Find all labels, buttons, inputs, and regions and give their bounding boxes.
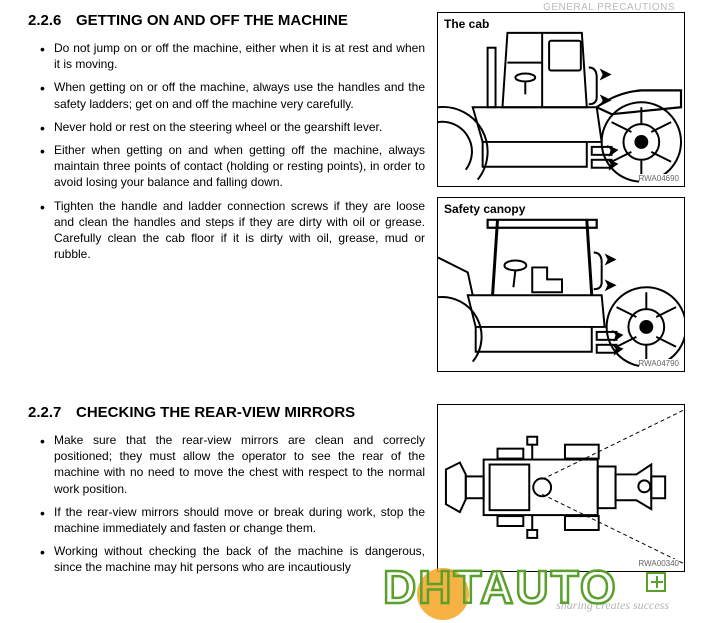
list-item: Tighten the handle and ladder connection… [40, 198, 425, 263]
section-text: 2.2.6 GETTING ON AND OFF THE MACHINE Do … [28, 12, 425, 382]
section-2-2-7: 2.2.7 CHECKING THE REAR-VIEW MIRRORS Mak… [28, 404, 685, 583]
figure-label: The cab [444, 17, 489, 31]
section-number: 2.2.7 [28, 404, 76, 422]
figure-column: The cab RWA04690 [437, 12, 685, 382]
bullet-list: Do not jump on or off the machine, eithe… [28, 40, 425, 262]
list-item: When getting on or off the machine, alwa… [40, 79, 425, 111]
section-title: CHECKING THE REAR-VIEW MIRRORS [76, 404, 425, 422]
section-title: GETTING ON AND OFF THE MACHINE [76, 12, 425, 30]
list-item: Either when getting on and when getting … [40, 142, 425, 191]
list-item: Never hold or rest on the steering wheel… [40, 119, 425, 135]
bullet-list: Make sure that the rear-view mirrors are… [28, 432, 425, 576]
figure-label: Safety canopy [444, 202, 525, 216]
figure-code: RWA04690 [639, 174, 679, 183]
figure-the-cab: The cab RWA04690 [437, 12, 685, 187]
figure-safety-canopy: Safety canopy RWA04790 [437, 197, 685, 372]
list-item: Do not jump on or off the machine, eithe… [40, 40, 425, 72]
section-heading: 2.2.6 GETTING ON AND OFF THE MACHINE [28, 12, 425, 30]
list-item: Make sure that the rear-view mirrors are… [40, 432, 425, 497]
section-text: 2.2.7 CHECKING THE REAR-VIEW MIRRORS Mak… [28, 404, 425, 583]
watermark-tagline: sharing creates success [556, 598, 669, 613]
list-item: If the rear-view mirrors should move or … [40, 504, 425, 536]
section-number: 2.2.6 [28, 12, 76, 30]
list-item: Working without checking the back of the… [40, 543, 425, 575]
section-heading: 2.2.7 CHECKING THE REAR-VIEW MIRRORS [28, 404, 425, 422]
figure-column: RWA00340 [437, 404, 685, 583]
figure-rear-view: RWA00340 [437, 404, 685, 572]
cab-illustration [438, 13, 684, 187]
section-2-2-6: 2.2.6 GETTING ON AND OFF THE MACHINE Do … [28, 12, 685, 382]
canopy-illustration [438, 198, 684, 372]
figure-code: RWA00340 [639, 559, 679, 568]
top-view-illustration [438, 405, 684, 572]
figure-code: RWA04790 [639, 359, 679, 368]
